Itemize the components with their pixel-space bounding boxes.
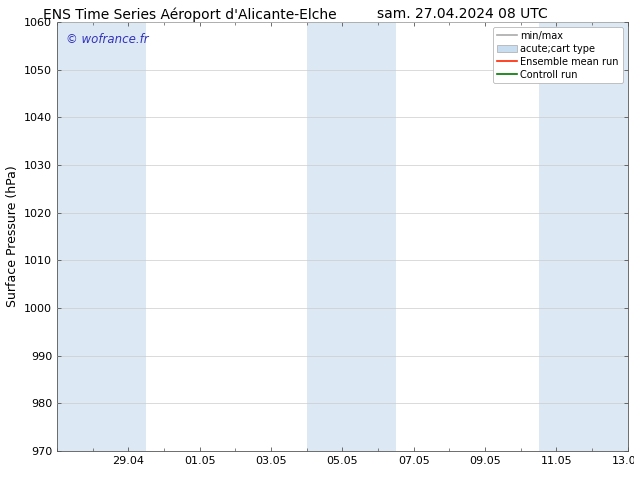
Text: ENS Time Series Aéroport d'Alicante-Elche: ENS Time Series Aéroport d'Alicante-Elch… xyxy=(43,7,337,22)
Bar xyxy=(538,22,628,451)
Y-axis label: Surface Pressure (hPa): Surface Pressure (hPa) xyxy=(6,166,18,307)
Legend: min/max, acute;cart type, Ensemble mean run, Controll run: min/max, acute;cart type, Ensemble mean … xyxy=(493,27,623,83)
Bar xyxy=(307,22,396,451)
Bar xyxy=(57,22,146,451)
Text: © wofrance.fr: © wofrance.fr xyxy=(66,33,148,46)
Text: sam. 27.04.2024 08 UTC: sam. 27.04.2024 08 UTC xyxy=(377,7,548,22)
